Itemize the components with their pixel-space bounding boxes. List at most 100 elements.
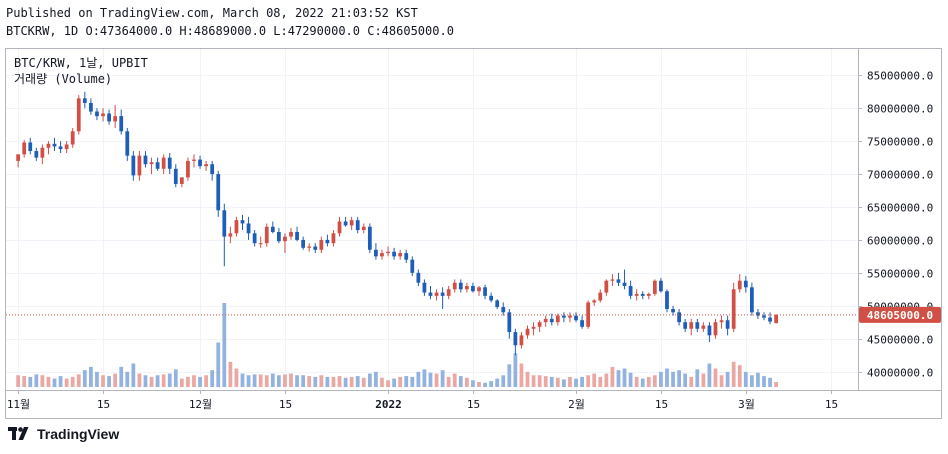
candle-body	[246, 223, 251, 234]
volume-bar	[76, 374, 81, 387]
volume-bar	[501, 375, 506, 387]
volume-bar	[452, 373, 457, 387]
candle	[52, 137, 57, 152]
volume-bar	[634, 376, 639, 387]
candle-body	[264, 226, 269, 244]
candle	[519, 332, 524, 349]
volume-bar	[392, 378, 396, 387]
candle-body	[750, 287, 754, 313]
candle	[173, 164, 178, 188]
volume-bar	[283, 374, 287, 387]
volume-bar	[131, 363, 136, 387]
candle-body	[58, 146, 63, 150]
candle-body	[713, 322, 718, 336]
volume-bar	[513, 353, 518, 387]
candle	[131, 151, 136, 181]
candle	[76, 95, 81, 135]
candle-body	[173, 168, 178, 184]
volume-bar	[264, 375, 269, 387]
candle	[446, 285, 451, 300]
candle-body	[410, 259, 415, 273]
candle	[349, 216, 354, 231]
candle-body	[179, 177, 184, 184]
candle	[398, 249, 403, 260]
x-tick-label: 15	[467, 398, 480, 411]
chart-legend-volume: 거래량 (Volume)	[14, 72, 112, 86]
candle	[458, 279, 463, 293]
candle-body	[22, 142, 27, 155]
candle	[404, 249, 409, 263]
candle-body	[598, 292, 603, 301]
candle-body	[374, 249, 378, 257]
volume-bar	[349, 376, 354, 387]
candle	[531, 322, 536, 336]
candle-body	[689, 322, 694, 329]
volume-bar	[562, 379, 566, 387]
x-tick-label: 15	[655, 398, 668, 411]
candle	[592, 299, 597, 306]
y-tick-label: 60000000.0	[867, 235, 933, 248]
candle	[307, 243, 312, 252]
candle-body	[416, 272, 421, 283]
volume-bar	[307, 376, 312, 387]
candle	[374, 243, 378, 260]
candle	[149, 157, 154, 175]
volume-bar	[640, 378, 645, 387]
candle-body	[349, 220, 354, 226]
candle	[34, 147, 39, 161]
volume-bar	[179, 378, 184, 387]
candle-body	[101, 113, 105, 117]
candle	[543, 315, 548, 327]
y-gridlines	[6, 75, 858, 373]
candle-body	[343, 221, 348, 226]
candle-body	[683, 322, 688, 329]
candle	[640, 291, 645, 300]
candle-body	[70, 131, 75, 145]
candle	[622, 269, 627, 290]
volume-bar	[610, 366, 615, 387]
volume-bar	[628, 372, 633, 387]
candle	[537, 320, 542, 333]
volume-bar	[228, 361, 233, 387]
candle	[762, 312, 766, 321]
candle	[167, 153, 172, 175]
candle	[774, 314, 779, 324]
candle-body	[234, 220, 239, 234]
candle	[737, 274, 742, 293]
candle-body	[228, 233, 233, 237]
candle	[82, 91, 87, 109]
candle	[186, 157, 190, 181]
candle	[283, 233, 287, 254]
candle-body	[380, 253, 384, 257]
volume-bar	[404, 376, 409, 387]
candle	[707, 322, 712, 342]
published-line: Published on TradingView.com, March 08, …	[6, 6, 418, 20]
candle-body	[604, 280, 609, 293]
volume-bar	[301, 375, 306, 387]
candle	[270, 221, 275, 234]
candle-body	[204, 164, 208, 167]
x-tick-label: 2022	[375, 398, 402, 411]
volume-bar	[34, 374, 39, 387]
candle	[313, 243, 318, 254]
volume-bar	[16, 375, 21, 387]
candle-body	[355, 220, 360, 231]
candle	[125, 128, 130, 161]
candle	[204, 160, 208, 171]
candle	[386, 246, 390, 257]
candle-body	[28, 142, 33, 152]
volume-bar	[46, 376, 51, 387]
candle	[507, 309, 512, 339]
candle	[513, 328, 518, 356]
volume-bar	[713, 368, 718, 387]
volume-bar	[416, 371, 421, 387]
candle	[40, 144, 45, 165]
volume-bar	[725, 371, 730, 387]
candle-body	[52, 143, 57, 147]
candle-body	[671, 309, 675, 313]
candle-body	[313, 246, 318, 250]
tradingview-logo[interactable]: TradingView	[8, 426, 119, 442]
candle-body	[610, 279, 615, 281]
x-tick-label: 15	[825, 398, 838, 411]
